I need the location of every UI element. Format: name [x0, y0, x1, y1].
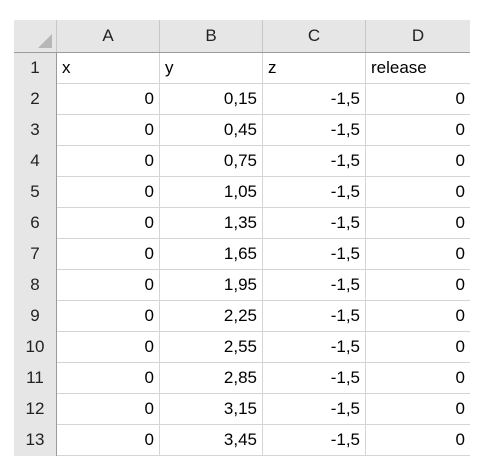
cell[interactable]: -1,5 [263, 332, 366, 362]
cell[interactable]: 3,45 [160, 425, 263, 455]
cell[interactable]: 1,95 [160, 270, 263, 300]
table-row: 6 0 1,35 -1,5 0 [14, 208, 470, 239]
cell[interactable]: -1,5 [263, 239, 366, 269]
column-header-row: A B C D [14, 20, 470, 53]
data-rows: 2 0 0,15 -1,5 0 3 0 0,45 -1,5 0 4 0 0,75 -1,5 0 5 0 1,05-… [14, 84, 470, 456]
cell[interactable]: 0 [57, 301, 160, 331]
table-row: 13 0 3,45 -1,5 0 [14, 425, 470, 456]
cell[interactable]: 0 [57, 208, 160, 238]
table-row: 11 0 2,85 -1,5 0 [14, 363, 470, 394]
column-header-d[interactable]: D [411, 26, 425, 45]
cell[interactable]: 1,35 [160, 208, 263, 238]
select-all-corner[interactable] [14, 20, 57, 52]
cell[interactable]: y [160, 53, 263, 83]
cell[interactable]: 3,15 [160, 394, 263, 424]
cell[interactable]: -1,5 [263, 363, 366, 393]
table-row: 10 0 2,55 -1,5 0 [14, 332, 470, 363]
cell[interactable]: -1,5 [263, 146, 366, 176]
cell[interactable]: release [371, 58, 427, 77]
cell[interactable]: 2,25 [160, 301, 263, 331]
cell[interactable]: 1,65 [160, 239, 263, 269]
cell[interactable]: -1,5 [263, 394, 366, 424]
cell[interactable]: 0 [455, 337, 465, 356]
cell[interactable]: 0 [57, 84, 160, 114]
cell[interactable]: 0 [455, 89, 465, 108]
select-all-triangle-icon [38, 34, 52, 48]
table-row: 1 x y z release [14, 53, 470, 84]
table-row: 8 0 1,95 -1,5 0 [14, 270, 470, 301]
column-header-c[interactable]: C [263, 20, 366, 52]
cell[interactable]: -1,5 [263, 84, 366, 114]
cell[interactable]: 0 [455, 399, 465, 418]
row-header[interactable]: 8 [14, 270, 57, 301]
table-row: 4 0 0,75 -1,5 0 [14, 146, 470, 177]
cell[interactable]: 0 [57, 115, 160, 145]
column-header-b[interactable]: B [160, 20, 263, 52]
cell[interactable]: 0 [57, 146, 160, 176]
cell[interactable]: -1,5 [263, 270, 366, 300]
cell[interactable]: 0 [455, 306, 465, 325]
row-header[interactable]: 5 [14, 177, 57, 208]
cell[interactable]: 2,55 [160, 332, 263, 362]
cell[interactable]: 1,05 [160, 177, 263, 207]
row-header[interactable]: 9 [14, 301, 57, 332]
cell[interactable]: 0 [455, 430, 465, 449]
cell[interactable]: -1,5 [263, 301, 366, 331]
table-row: 7 0 1,65 -1,5 0 [14, 239, 470, 270]
table-row: 5 0 1,05 -1,5 0 [14, 177, 470, 208]
row-header[interactable]: 10 [14, 332, 57, 363]
cell[interactable]: -1,5 [263, 425, 366, 455]
cell[interactable]: 0,45 [160, 115, 263, 145]
cell[interactable]: 0 [57, 394, 160, 424]
table-row: 9 0 2,25 -1,5 0 [14, 301, 470, 332]
row-header[interactable]: 4 [14, 146, 57, 177]
spreadsheet-grid: A B C D 1 x y z release 2 0 0,15 -1,5 0 3 0 0,4… [14, 20, 470, 456]
cell[interactable]: 0,75 [160, 146, 263, 176]
row-header[interactable]: 12 [14, 394, 57, 425]
row-header[interactable]: 2 [14, 84, 57, 115]
column-header-a[interactable]: A [57, 20, 160, 52]
table-row: 3 0 0,45 -1,5 0 [14, 115, 470, 146]
row-header[interactable]: 3 [14, 115, 57, 146]
table-row: 12 0 3,15 -1,5 0 [14, 394, 470, 425]
cell[interactable]: 0 [455, 275, 465, 294]
row-header[interactable]: 7 [14, 239, 57, 270]
cell[interactable]: -1,5 [263, 177, 366, 207]
cell[interactable]: 0 [57, 332, 160, 362]
cell[interactable]: x [57, 53, 160, 83]
cell[interactable]: 0 [57, 177, 160, 207]
cell[interactable]: 0,15 [160, 84, 263, 114]
cell[interactable]: 0 [455, 368, 465, 387]
cell[interactable]: 2,85 [160, 363, 263, 393]
cell[interactable]: 0 [455, 182, 465, 201]
table-row: 2 0 0,15 -1,5 0 [14, 84, 470, 115]
cell[interactable]: 0 [57, 270, 160, 300]
row-header[interactable]: 1 [14, 53, 57, 84]
cell[interactable]: 0 [57, 363, 160, 393]
cell[interactable]: 0 [455, 244, 465, 263]
cell[interactable]: 0 [455, 213, 465, 232]
row-header[interactable]: 13 [14, 425, 57, 456]
cell[interactable]: 0 [57, 239, 160, 269]
cell[interactable]: 0 [455, 151, 465, 170]
row-header[interactable]: 6 [14, 208, 57, 239]
row-header[interactable]: 11 [14, 363, 57, 394]
cell[interactable]: -1,5 [263, 115, 366, 145]
cell[interactable]: 0 [455, 120, 465, 139]
cell[interactable]: 0 [57, 425, 160, 455]
cell[interactable]: z [263, 53, 366, 83]
cell[interactable]: -1,5 [263, 208, 366, 238]
